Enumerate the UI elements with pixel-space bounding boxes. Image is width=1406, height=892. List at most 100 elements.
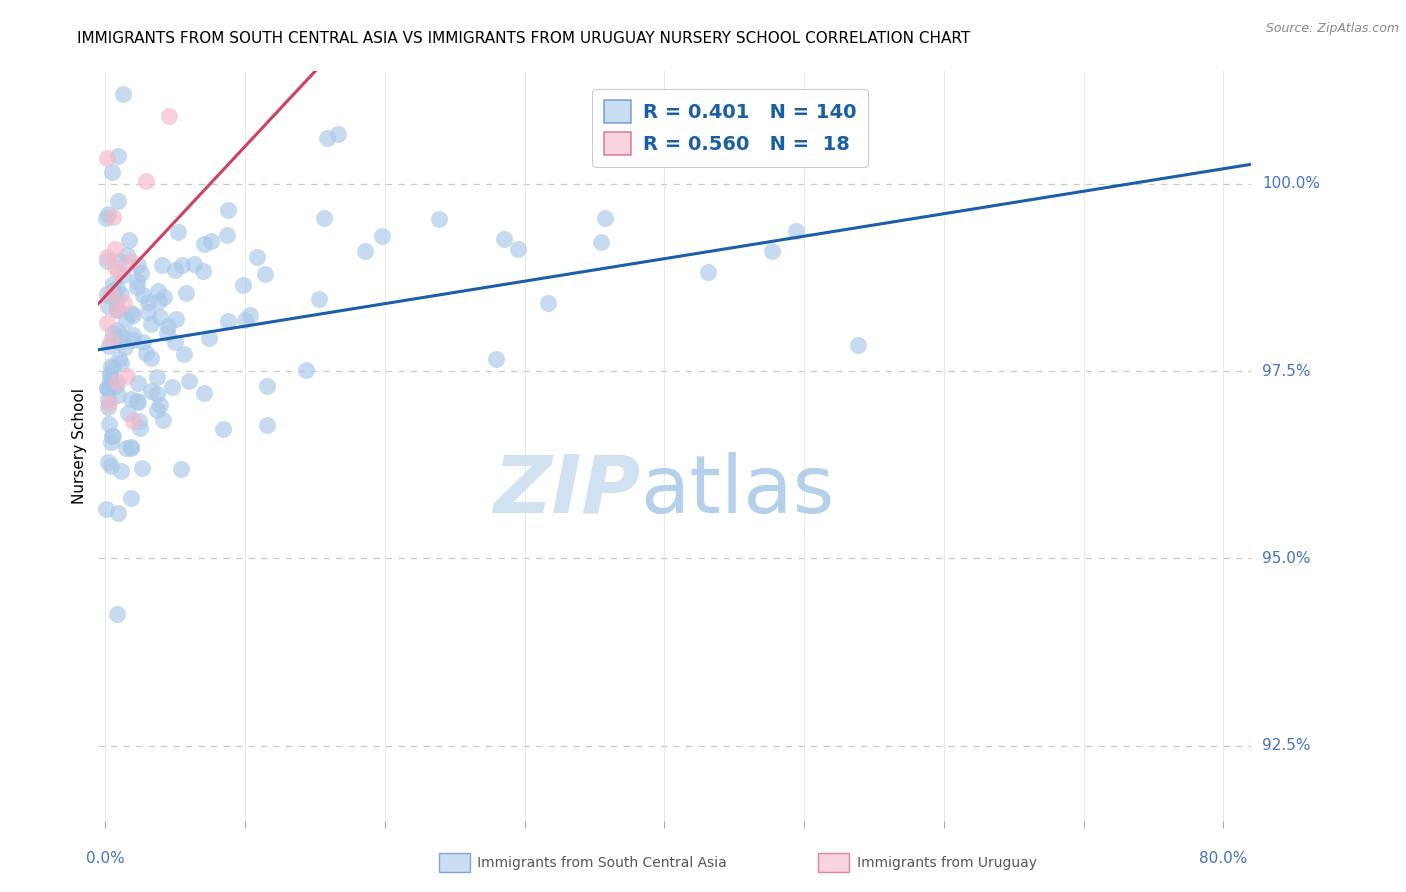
Point bbox=[127, 258, 149, 272]
Point bbox=[97, 339, 120, 353]
Point bbox=[149, 398, 172, 412]
Text: 95.0%: 95.0% bbox=[1263, 551, 1310, 566]
Point bbox=[98, 368, 121, 383]
Point bbox=[485, 351, 508, 366]
Point bbox=[589, 235, 612, 250]
Point bbox=[127, 394, 149, 409]
Text: Source: ZipAtlas.com: Source: ZipAtlas.com bbox=[1265, 22, 1399, 36]
Point bbox=[125, 280, 148, 294]
Point bbox=[138, 294, 160, 309]
Point bbox=[104, 242, 127, 256]
Point bbox=[846, 338, 869, 352]
Point bbox=[141, 384, 163, 398]
Point bbox=[132, 288, 155, 302]
Point bbox=[132, 334, 155, 349]
Point bbox=[107, 507, 129, 521]
Text: Immigrants from Uruguay: Immigrants from Uruguay bbox=[844, 856, 1036, 871]
Point bbox=[101, 429, 124, 443]
Point bbox=[120, 442, 142, 456]
Point bbox=[104, 260, 127, 275]
Point bbox=[173, 347, 195, 361]
Point bbox=[150, 258, 173, 272]
Point bbox=[120, 491, 142, 506]
Text: 0.0%: 0.0% bbox=[86, 851, 125, 866]
Point bbox=[153, 290, 176, 304]
Point bbox=[148, 293, 170, 308]
Point bbox=[697, 265, 720, 279]
Point bbox=[127, 376, 149, 390]
Point bbox=[111, 329, 134, 343]
Point bbox=[212, 421, 235, 435]
Point bbox=[101, 359, 124, 374]
Point bbox=[157, 109, 180, 123]
Point bbox=[253, 268, 276, 282]
Point bbox=[198, 331, 221, 345]
Point bbox=[785, 224, 807, 238]
Point bbox=[129, 266, 152, 280]
Point bbox=[97, 400, 120, 414]
Point bbox=[107, 303, 129, 318]
Point bbox=[146, 403, 169, 417]
Point bbox=[105, 293, 128, 308]
Point bbox=[831, 115, 853, 129]
Point bbox=[111, 87, 134, 101]
Point bbox=[217, 228, 239, 243]
Point bbox=[152, 413, 174, 427]
Point bbox=[193, 236, 215, 251]
Point bbox=[354, 244, 377, 258]
Point bbox=[103, 286, 125, 301]
Point bbox=[135, 173, 157, 187]
Point bbox=[114, 340, 136, 354]
Point bbox=[108, 334, 131, 349]
Point bbox=[427, 212, 450, 227]
Point bbox=[149, 310, 172, 324]
Point bbox=[100, 286, 122, 301]
Point bbox=[508, 242, 530, 256]
Point bbox=[233, 313, 256, 327]
Point bbox=[160, 379, 183, 393]
Point bbox=[105, 301, 128, 316]
Point bbox=[101, 288, 124, 302]
Point bbox=[593, 211, 616, 225]
Point bbox=[139, 351, 162, 365]
Point bbox=[94, 211, 117, 225]
Point bbox=[101, 277, 124, 291]
Point bbox=[146, 369, 169, 384]
Point bbox=[139, 317, 162, 331]
Text: 92.5%: 92.5% bbox=[1263, 739, 1310, 753]
Point bbox=[492, 232, 515, 246]
Point bbox=[131, 461, 153, 475]
Point bbox=[135, 346, 157, 360]
Point bbox=[103, 326, 125, 340]
Point bbox=[100, 359, 122, 374]
Point bbox=[128, 420, 150, 434]
Point bbox=[105, 302, 128, 317]
Point bbox=[107, 388, 129, 402]
Point bbox=[108, 351, 131, 366]
Point bbox=[111, 268, 134, 283]
Point bbox=[94, 502, 117, 516]
Y-axis label: Nursery School: Nursery School bbox=[72, 388, 87, 504]
Point bbox=[107, 323, 129, 337]
Point bbox=[96, 286, 118, 301]
Point bbox=[127, 393, 149, 408]
Point bbox=[97, 392, 120, 407]
Point bbox=[105, 281, 128, 295]
Text: atlas: atlas bbox=[640, 452, 835, 530]
Point bbox=[239, 308, 262, 322]
Point bbox=[183, 257, 205, 271]
Text: ZIP: ZIP bbox=[494, 452, 640, 530]
Point bbox=[118, 233, 141, 247]
Point bbox=[100, 434, 122, 449]
Point bbox=[115, 248, 138, 262]
Point bbox=[163, 263, 186, 277]
Point bbox=[97, 455, 120, 469]
Point bbox=[200, 234, 222, 248]
Point bbox=[170, 258, 193, 272]
Point bbox=[97, 207, 120, 221]
Point bbox=[120, 253, 142, 268]
Point bbox=[256, 379, 278, 393]
Point bbox=[121, 308, 143, 322]
Point bbox=[97, 299, 120, 313]
Point bbox=[100, 459, 122, 474]
